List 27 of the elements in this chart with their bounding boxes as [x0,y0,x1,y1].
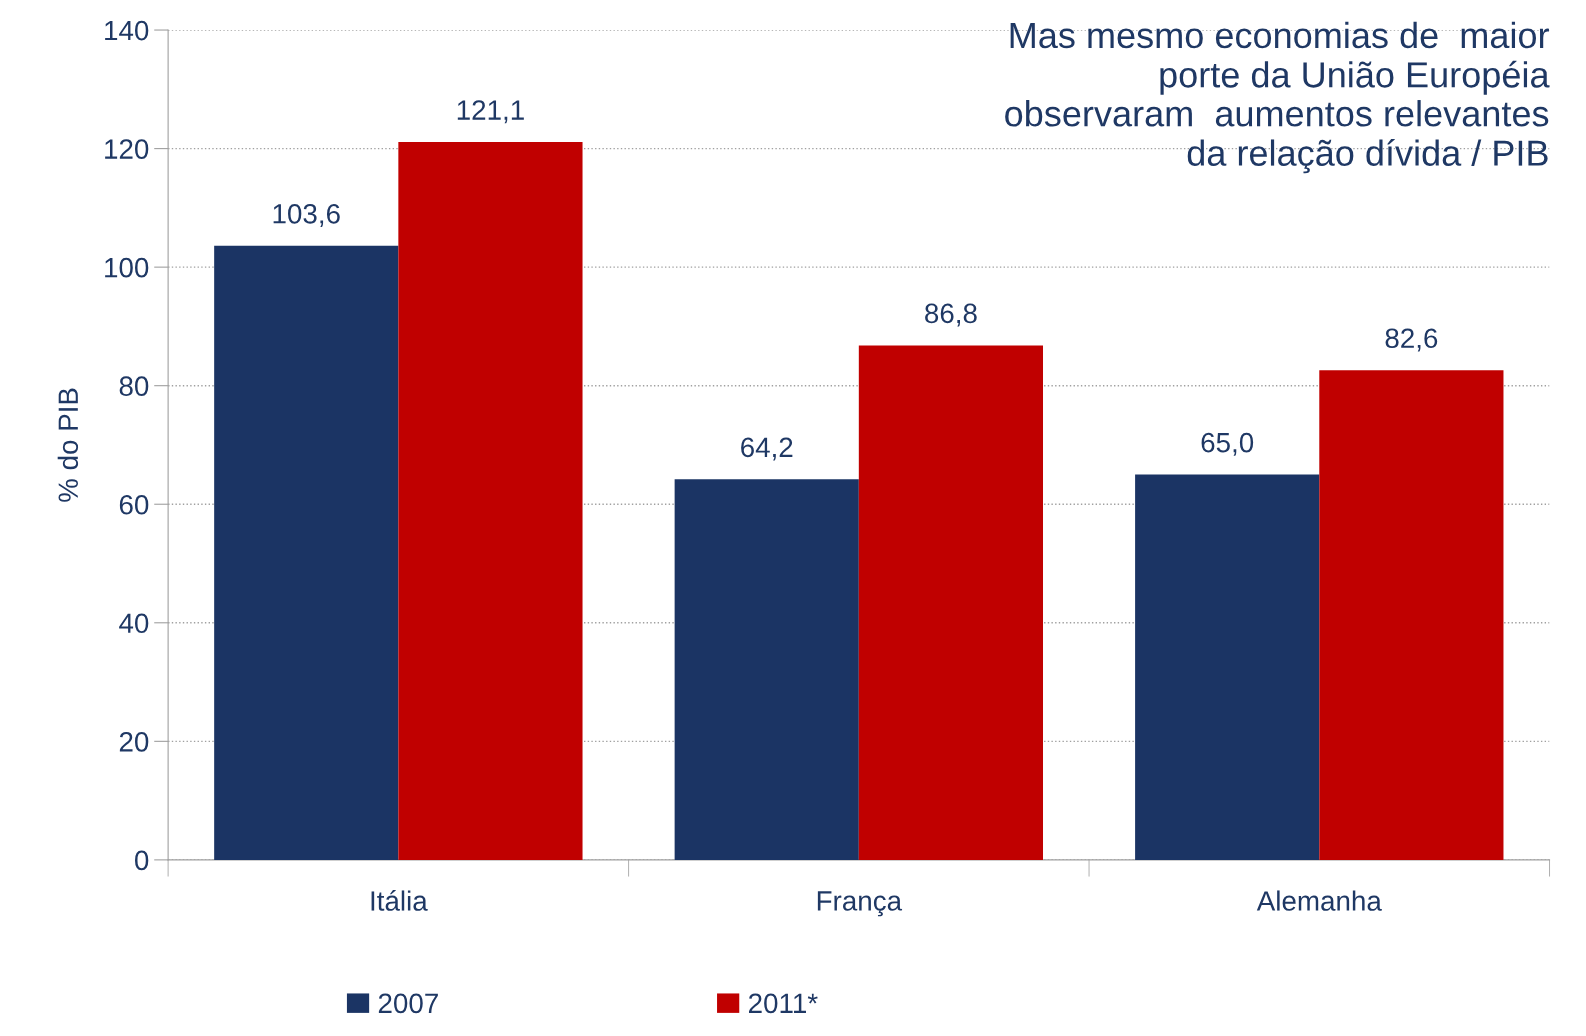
x-tick-label: Itália [371,890,428,911]
x-tick-label: França [817,891,903,917]
y-axis-title: % do PIB [57,388,79,502]
bar [1319,370,1504,860]
y-tick-label: 80 [119,376,149,397]
legend-label: 2007 [378,993,438,1014]
y-tick-label: 0 [135,850,149,871]
bar [214,245,399,860]
y-tick-label: 40 [119,613,149,634]
y-tick-label: 140 [105,20,149,41]
text: Mas mesmo economias de maior porte da União Européia observaram aumentos relevantes da relação dívida / PIB [1005,21,1550,174]
bar [858,345,1044,860]
bar [1135,474,1320,860]
y-tick-label: 100 [105,257,149,278]
y-tick-label: 20 [119,732,149,752]
data-label: 65,0 [1201,432,1254,456]
y-tick-label: 60 [119,494,149,515]
data-label: 121,1 [457,100,524,124]
y-tick-label: 120 [105,139,149,159]
legend-label: 2011* [749,993,818,1014]
x-tick-label: Alemanha [1256,890,1382,911]
data-label: 64,2 [741,437,793,461]
data-label: 86,8 [925,303,977,327]
data-label: 82,6 [1385,328,1438,352]
data-label: 103,6 [273,203,340,227]
bar [398,142,583,860]
bar [674,479,859,860]
